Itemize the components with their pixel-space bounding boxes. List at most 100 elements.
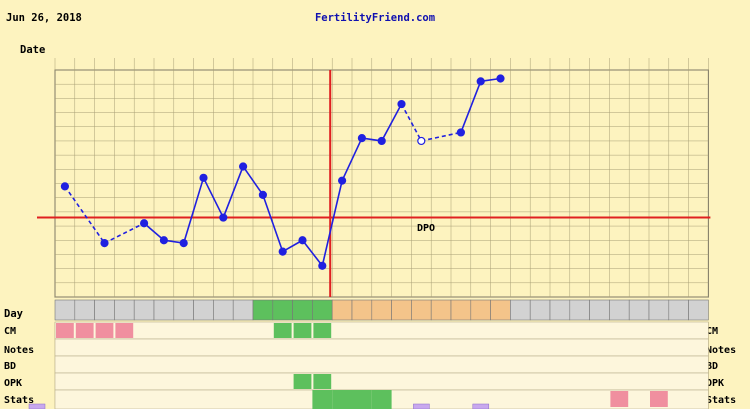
temp-point <box>159 236 168 245</box>
day-cell <box>450 299 472 321</box>
day-cell <box>589 299 610 321</box>
temp-point <box>298 236 307 245</box>
temp-point-open <box>417 136 426 146</box>
day-cell <box>94 299 115 321</box>
temperature-series <box>60 74 505 270</box>
day-cell <box>569 299 590 321</box>
day-cell <box>331 299 353 321</box>
temp-point <box>140 219 149 228</box>
temp-segment <box>143 222 165 241</box>
bd-row-label-right: BD <box>706 361 718 372</box>
day-cell <box>133 299 155 321</box>
site-name[interactable]: FertilityFriend.com <box>315 12 435 24</box>
day-cell <box>391 299 412 321</box>
temp-segment <box>182 177 205 244</box>
stats-row-label-right: Stats <box>706 395 736 406</box>
temp-segment <box>321 180 343 266</box>
stats-purple-tab <box>28 403 46 409</box>
temp-point <box>377 136 386 146</box>
temp-point <box>179 238 188 248</box>
temp-segment <box>380 103 403 142</box>
cm-cell-bg <box>273 323 292 338</box>
temp-point <box>496 74 505 83</box>
day-cell <box>351 299 373 321</box>
day-cell <box>114 299 135 321</box>
day-cell <box>193 299 214 321</box>
chart-date: Jun 26, 2018 <box>6 12 82 24</box>
stats-green-cell <box>371 390 392 409</box>
day-cell <box>54 299 76 321</box>
cm-row-bg <box>54 321 709 340</box>
day-cell <box>371 299 392 321</box>
temp-segment <box>202 177 225 218</box>
day-cell <box>173 299 194 321</box>
stats-row-label: Stats <box>4 395 34 406</box>
day-cell <box>430 299 452 321</box>
temp-point <box>338 176 347 185</box>
day-cell <box>490 299 511 321</box>
opk-positive-bg <box>293 374 312 389</box>
temp-segment <box>460 81 482 133</box>
day-cell <box>74 299 95 321</box>
day-cell <box>529 299 551 321</box>
stats-pink-cell <box>650 391 668 407</box>
bd-row-bg <box>54 355 709 374</box>
temp-point <box>456 128 465 137</box>
day-cell <box>153 299 175 321</box>
day-cell <box>292 299 313 321</box>
cm-cell-bg <box>293 323 312 338</box>
date-row-label: Date <box>20 44 45 56</box>
day-cell <box>312 299 333 321</box>
temp-point <box>357 134 366 143</box>
cm-cell-bg <box>313 323 332 338</box>
day-cell <box>411 299 432 321</box>
stats-green-cell <box>332 390 352 409</box>
temp-segment <box>222 166 244 218</box>
temp-point <box>397 99 406 109</box>
notes-row-label: Notes <box>4 345 34 356</box>
temp-point <box>60 182 70 191</box>
cm-row-label-right: CM <box>706 326 718 337</box>
temp-segment <box>301 239 323 267</box>
temp-segment <box>262 194 284 252</box>
day-cell <box>252 299 274 321</box>
temp-point <box>258 190 267 199</box>
temp-point <box>278 247 287 256</box>
info-rows <box>28 321 709 409</box>
stats-pink-cell <box>610 391 629 407</box>
day-cell <box>688 299 709 321</box>
day-cell <box>549 299 571 321</box>
day-cell <box>628 299 650 321</box>
temp-segment <box>242 166 264 196</box>
notes-row-bg <box>54 338 709 357</box>
cm-cell-bg <box>95 323 114 338</box>
day-cell <box>213 299 234 321</box>
day-cell <box>510 299 531 321</box>
temp-point <box>219 213 228 222</box>
temp-segment <box>341 137 363 181</box>
day-cell <box>648 299 670 321</box>
temp-point <box>476 77 485 86</box>
opk-row-label: OPK <box>4 378 22 389</box>
temp-point <box>199 173 208 182</box>
day-row-label: Day <box>4 308 24 320</box>
coverline-group <box>37 70 711 297</box>
temp-point <box>100 238 109 248</box>
temp-segment <box>104 222 145 244</box>
dpo-label: DPO <box>417 223 435 234</box>
bd-row-label: BD <box>4 361 16 372</box>
temp-point <box>318 261 327 270</box>
cm-row-label: CM <box>4 326 16 337</box>
day-cell <box>232 299 254 321</box>
opk-row-label-right: OPK <box>706 378 724 389</box>
stats-purple-tab <box>413 403 430 409</box>
day-cell <box>609 299 630 321</box>
opk-row-bg <box>54 372 709 391</box>
stats-green-cell <box>352 390 372 409</box>
opk-positive-bg <box>313 374 332 389</box>
day-cell <box>272 299 293 321</box>
cm-cell-bg <box>75 323 94 338</box>
stats-green-cell <box>312 390 333 409</box>
